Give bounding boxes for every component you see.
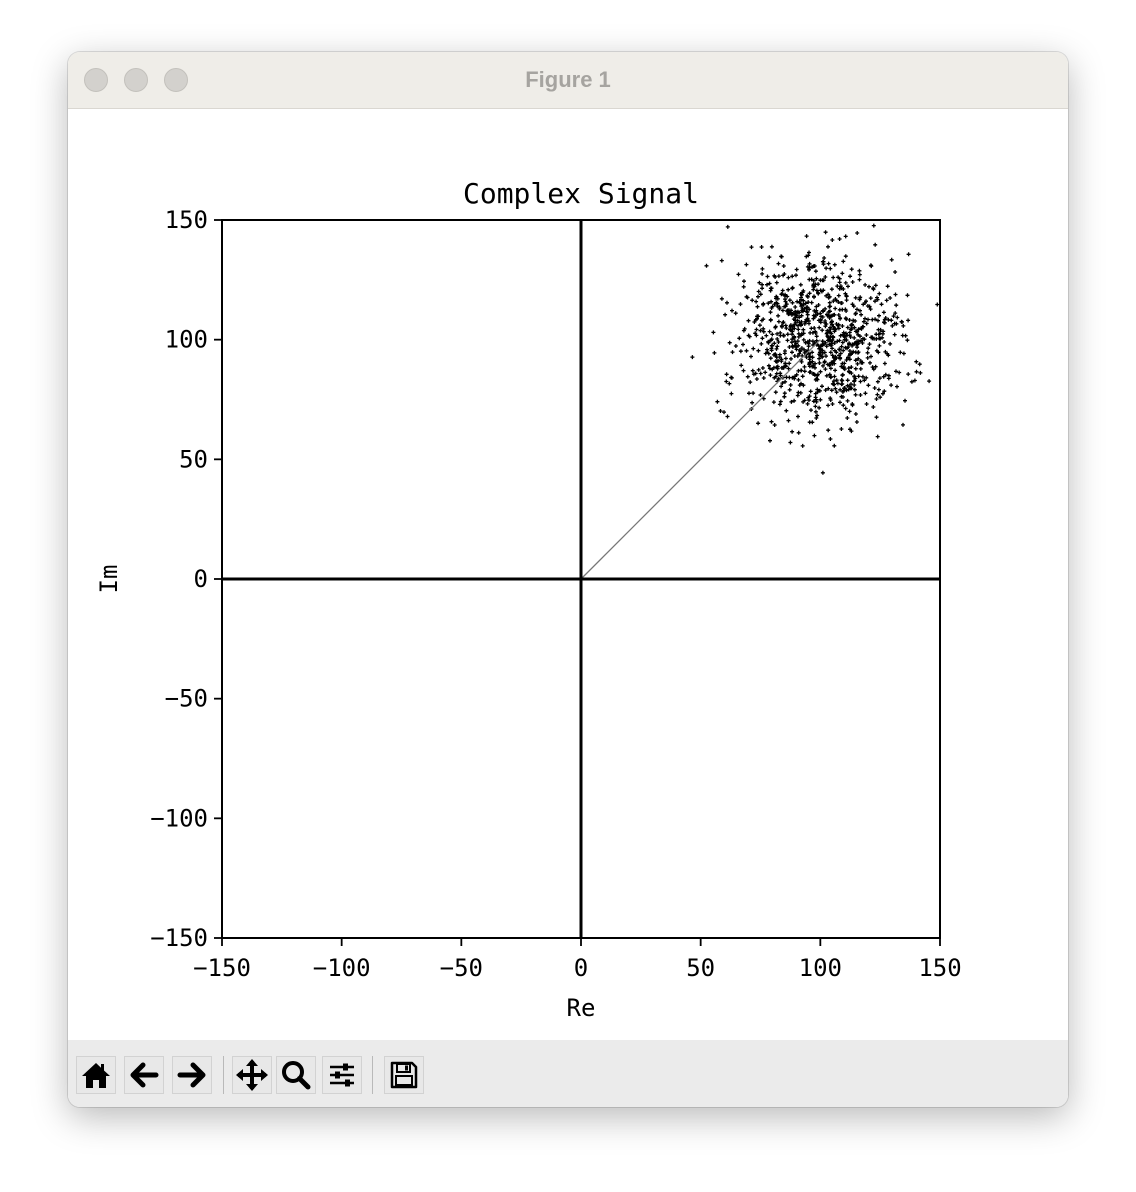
x-tick-label: −50 [440, 954, 483, 982]
toolbar-separator [223, 1056, 224, 1094]
home-button[interactable] [76, 1056, 116, 1094]
x-tick-label: 150 [918, 954, 961, 982]
y-tick-label: 100 [165, 326, 208, 354]
toolbar-separator [372, 1056, 373, 1094]
y-ticks: −150 −100 −50 0 50 100 150 [150, 206, 222, 952]
y-tick-label: −150 [150, 924, 208, 952]
pan-move-icon [236, 1059, 268, 1091]
mean-vector-line [580, 339, 821, 580]
y-tick-label: 0 [194, 565, 208, 593]
y-axis-label: Im [95, 565, 123, 594]
scatter-point-markers [690, 223, 940, 475]
figure-window: Figure 1 Complex Signal −150 −100 −50 0 50 10… [68, 52, 1068, 1107]
y-tick-label: 150 [165, 206, 208, 234]
y-tick-label: 50 [179, 445, 208, 473]
maximize-window-button[interactable] [164, 68, 188, 92]
configure-subplots-button[interactable] [322, 1056, 362, 1094]
x-ticks: −150 −100 −50 0 50 100 150 [193, 938, 962, 982]
window-title: Figure 1 [525, 67, 611, 92]
forward-button[interactable] [172, 1056, 212, 1094]
scatter-points [690, 223, 940, 475]
back-arrow-icon [130, 1062, 159, 1088]
x-tick-label: 50 [686, 954, 715, 982]
forward-arrow-icon [177, 1062, 206, 1088]
x-tick-label: 0 [574, 954, 588, 982]
save-floppy-icon [390, 1061, 418, 1089]
back-button[interactable] [124, 1056, 164, 1094]
home-icon [82, 1063, 110, 1088]
chart-title: Complex Signal [463, 177, 699, 210]
y-tick-label: −50 [165, 685, 208, 713]
x-tick-label: −150 [193, 954, 251, 982]
minimize-window-button[interactable] [124, 68, 148, 92]
chart: Complex Signal −150 −100 −50 0 50 100 150 −150… [95, 177, 962, 1022]
y-tick-label: −100 [150, 804, 208, 832]
title-bar[interactable]: Figure 1 [68, 52, 1068, 109]
close-window-button[interactable] [84, 68, 108, 92]
configure-subplots-icon [330, 1063, 354, 1087]
save-button[interactable] [384, 1056, 424, 1094]
navigation-toolbar [68, 1040, 1068, 1107]
figure-canvas[interactable]: Complex Signal −150 −100 −50 0 50 100 150 −150… [68, 109, 1068, 1039]
x-tick-label: 100 [799, 954, 842, 982]
x-tick-label: −100 [313, 954, 371, 982]
x-axis-label: Re [567, 994, 596, 1022]
zoom-magnifier-icon [282, 1061, 311, 1090]
zoom-button[interactable] [276, 1056, 316, 1094]
pan-button[interactable] [232, 1056, 272, 1094]
